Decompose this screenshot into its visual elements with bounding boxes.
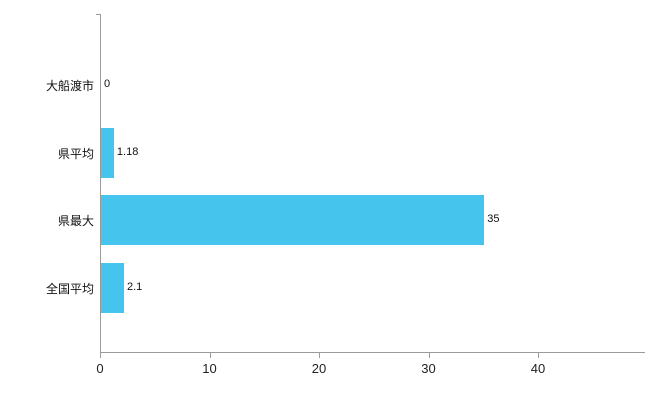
category-label: 全国平均 — [45, 282, 94, 296]
plot-area: 0 10 20 30 40 大船渡市 0 県平均 1.18 県最大 35 全国平均 2.1 — [46, 0, 650, 400]
value-label: 0 — [104, 78, 111, 90]
value-label: 2.1 — [126, 281, 143, 293]
bar — [101, 127, 114, 178]
bar — [101, 263, 124, 313]
x-tick-label: 40 — [530, 361, 546, 376]
value-label: 35 — [487, 213, 500, 226]
y-axis-line — [100, 14, 101, 352]
x-tick-label: 10 — [202, 361, 217, 376]
y-axis-top-tick — [96, 14, 100, 15]
bar — [101, 195, 485, 246]
x-tick-mark — [100, 353, 101, 358]
x-tick-mark — [209, 353, 211, 358]
x-tick-label: 20 — [311, 361, 327, 376]
x-tick-mark — [538, 353, 539, 358]
category-label: 大船渡市 — [45, 79, 94, 93]
x-tick-mark — [319, 353, 320, 358]
value-label: 1.18 — [116, 145, 139, 158]
x-axis-line — [100, 352, 645, 353]
x-tick-label: 30 — [421, 361, 436, 376]
x-tick-label: 0 — [96, 361, 104, 376]
x-tick-mark — [428, 353, 430, 358]
category-label: 県平均 — [57, 146, 94, 161]
category-label: 県最大 — [57, 214, 94, 229]
